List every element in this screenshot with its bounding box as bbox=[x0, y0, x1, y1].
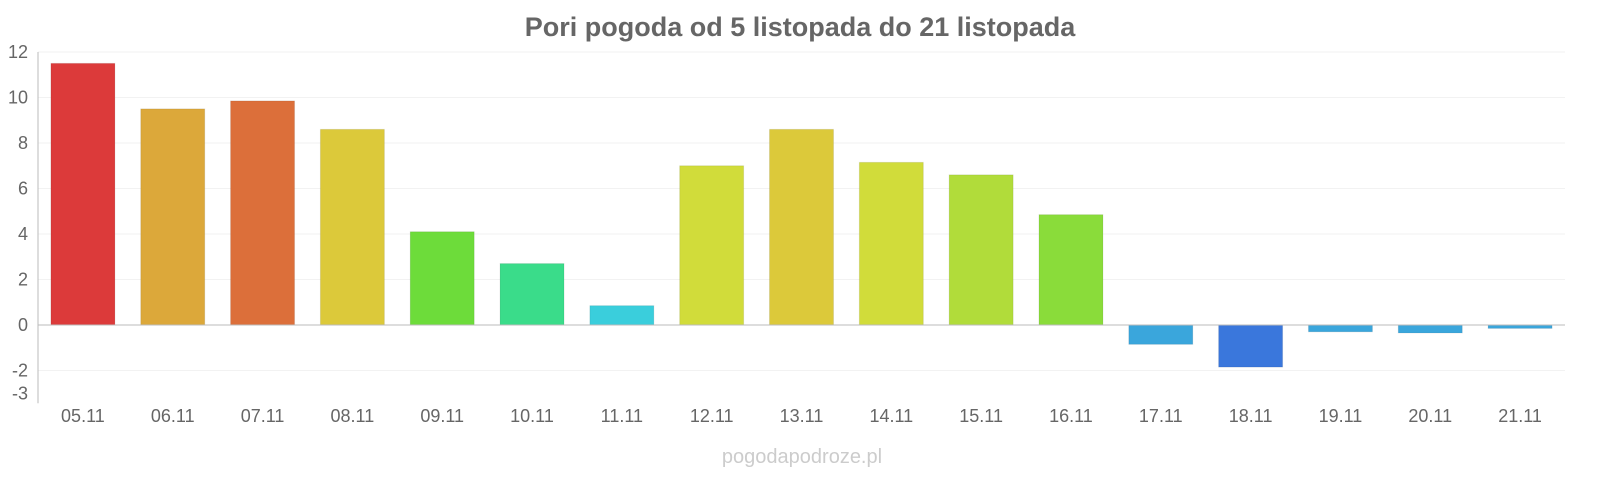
x-tick-label: 13.11 bbox=[780, 406, 824, 426]
bar bbox=[50, 62, 116, 326]
y-tick-label: 10 bbox=[8, 88, 28, 108]
chart-title: Pori pogoda od 5 listopada do 21 listopa… bbox=[525, 12, 1077, 42]
x-tick-label: 05.11 bbox=[61, 406, 105, 426]
y-tick-label: 2 bbox=[18, 270, 28, 290]
x-tick-label: 16.11 bbox=[1049, 406, 1093, 426]
x-tick-label: 15.11 bbox=[959, 406, 1003, 426]
bar bbox=[1307, 324, 1373, 333]
bar bbox=[858, 161, 924, 326]
x-tick-label: 11.11 bbox=[601, 406, 643, 426]
bars bbox=[50, 62, 1553, 368]
x-tick-label: 06.11 bbox=[151, 406, 195, 426]
bar bbox=[140, 108, 206, 326]
bar bbox=[319, 128, 385, 326]
bar bbox=[589, 305, 655, 326]
bar bbox=[679, 165, 745, 326]
watermark: pogodapodroze.pl bbox=[722, 446, 882, 468]
x-tick-label: 14.11 bbox=[869, 406, 913, 426]
y-tick-label: -2 bbox=[12, 361, 28, 381]
y-tick-label: 6 bbox=[18, 179, 28, 199]
y-axis-tick-labels: 12 10 8 6 4 2 0 -2-3 bbox=[8, 42, 28, 403]
bar bbox=[948, 174, 1014, 326]
x-tick-label: 18.11 bbox=[1229, 406, 1273, 426]
bar bbox=[1218, 324, 1284, 368]
bar bbox=[499, 263, 565, 326]
x-tick-label: 12.11 bbox=[690, 406, 734, 426]
axes bbox=[37, 52, 1565, 404]
bar bbox=[1128, 324, 1194, 345]
y-tick-label: 12 bbox=[8, 42, 28, 62]
y-tick-label: 4 bbox=[18, 224, 28, 244]
x-axis-tick-labels: 05.11 06.11 07.11 08.11 09.11 10.11 11.11 12.11… bbox=[61, 406, 1542, 426]
x-tick-label: 10.11 bbox=[510, 406, 554, 426]
x-tick-label: 21.11 bbox=[1498, 406, 1542, 426]
bar bbox=[1038, 214, 1104, 326]
x-tick-label: 20.11 bbox=[1408, 406, 1452, 426]
bar bbox=[1397, 324, 1463, 334]
y-tick-label: 8 bbox=[18, 133, 28, 153]
y-tick-label: 0 bbox=[18, 315, 28, 335]
bar bbox=[1487, 324, 1553, 329]
x-tick-label: 09.11 bbox=[420, 406, 464, 426]
x-tick-label: 07.11 bbox=[241, 406, 285, 426]
x-tick-label: 17.11 bbox=[1139, 406, 1183, 426]
bar bbox=[769, 128, 834, 326]
bar bbox=[230, 100, 296, 326]
x-tick-label: 19.11 bbox=[1319, 406, 1363, 426]
y-tick-label: -3 bbox=[12, 383, 28, 403]
x-tick-label: 08.11 bbox=[331, 406, 375, 426]
bar bbox=[409, 231, 475, 326]
